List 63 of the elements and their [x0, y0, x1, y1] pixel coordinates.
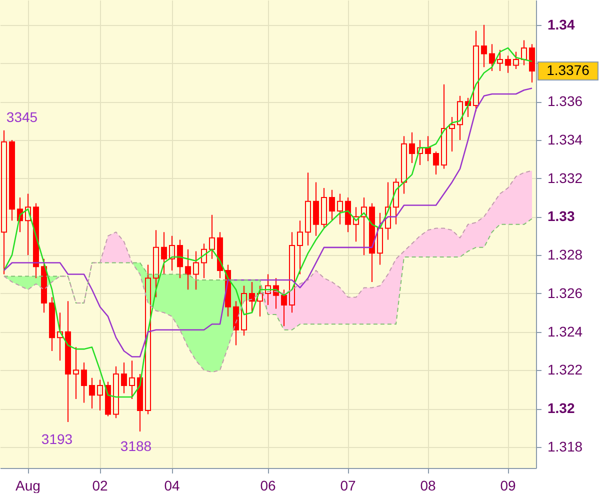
candlestick — [353, 206, 359, 242]
candlestick — [401, 136, 407, 194]
candlestick — [361, 197, 367, 256]
y-tick-label: 1.332 — [548, 170, 583, 186]
candlestick — [193, 250, 199, 290]
x-tick-label: 04 — [164, 478, 180, 494]
candlestick — [249, 281, 255, 314]
y-tick-label: 1.34 — [548, 16, 575, 32]
candlestick — [145, 264, 151, 415]
candlestick — [233, 300, 239, 346]
candlestick — [385, 182, 391, 240]
candlestick — [345, 197, 351, 233]
candlestick — [217, 232, 223, 279]
candlestick — [209, 214, 215, 260]
candlestick — [329, 189, 335, 222]
y-tick-label: 1.334 — [548, 132, 583, 148]
y-tick-label: 1.324 — [548, 323, 583, 340]
x-tick-label: 09 — [500, 478, 516, 494]
y-tick-label: 1.322 — [548, 362, 583, 378]
annotation: 3188 — [120, 438, 152, 454]
candlestick — [169, 235, 175, 271]
text: 1.3376 — [546, 62, 590, 78]
candlestick — [377, 212, 383, 266]
candlestick — [409, 132, 415, 164]
candlestick — [129, 360, 135, 400]
candlestick — [121, 362, 127, 394]
candlestick — [337, 193, 343, 225]
y-tick-label: 1.32 — [548, 400, 575, 416]
candlestick — [81, 362, 87, 404]
candlestick — [297, 220, 303, 275]
candlestick — [89, 377, 95, 410]
y-tick-label: 1.33 — [548, 208, 575, 224]
candlestick — [265, 274, 271, 306]
candlestick — [153, 230, 159, 298]
annotation: 3193 — [41, 431, 73, 447]
candlestick — [441, 84, 447, 170]
x-tick-label: 07 — [340, 478, 356, 494]
candlestick — [529, 44, 535, 83]
x-tick-label: 02 — [92, 478, 108, 494]
candlestick — [57, 312, 63, 362]
annotation: 3345 — [6, 109, 38, 125]
candlestick — [137, 374, 143, 432]
candlestick — [25, 193, 31, 256]
x-tick-label: 06 — [260, 478, 276, 494]
y-tick-label: 1.326 — [548, 284, 583, 301]
candlestick — [505, 55, 511, 74]
candlestick — [1, 130, 7, 275]
candlestick — [289, 232, 295, 314]
candlestick — [185, 248, 191, 290]
y-tick-label: 1.318 — [548, 438, 583, 454]
candlestick — [417, 140, 423, 166]
y-tick-label: 1.328 — [548, 246, 583, 263]
candlestick — [313, 182, 319, 236]
y-tick-label: 1.336 — [548, 93, 583, 110]
candlestick — [65, 300, 71, 422]
candlestick — [201, 243, 207, 279]
candlestick — [73, 346, 79, 400]
candlestick — [481, 24, 487, 68]
line-series — [3, 88, 533, 358]
candlestick — [497, 49, 503, 72]
x-tick-label: 08 — [420, 478, 436, 494]
candlestick — [305, 172, 311, 246]
candlestick — [161, 232, 167, 275]
